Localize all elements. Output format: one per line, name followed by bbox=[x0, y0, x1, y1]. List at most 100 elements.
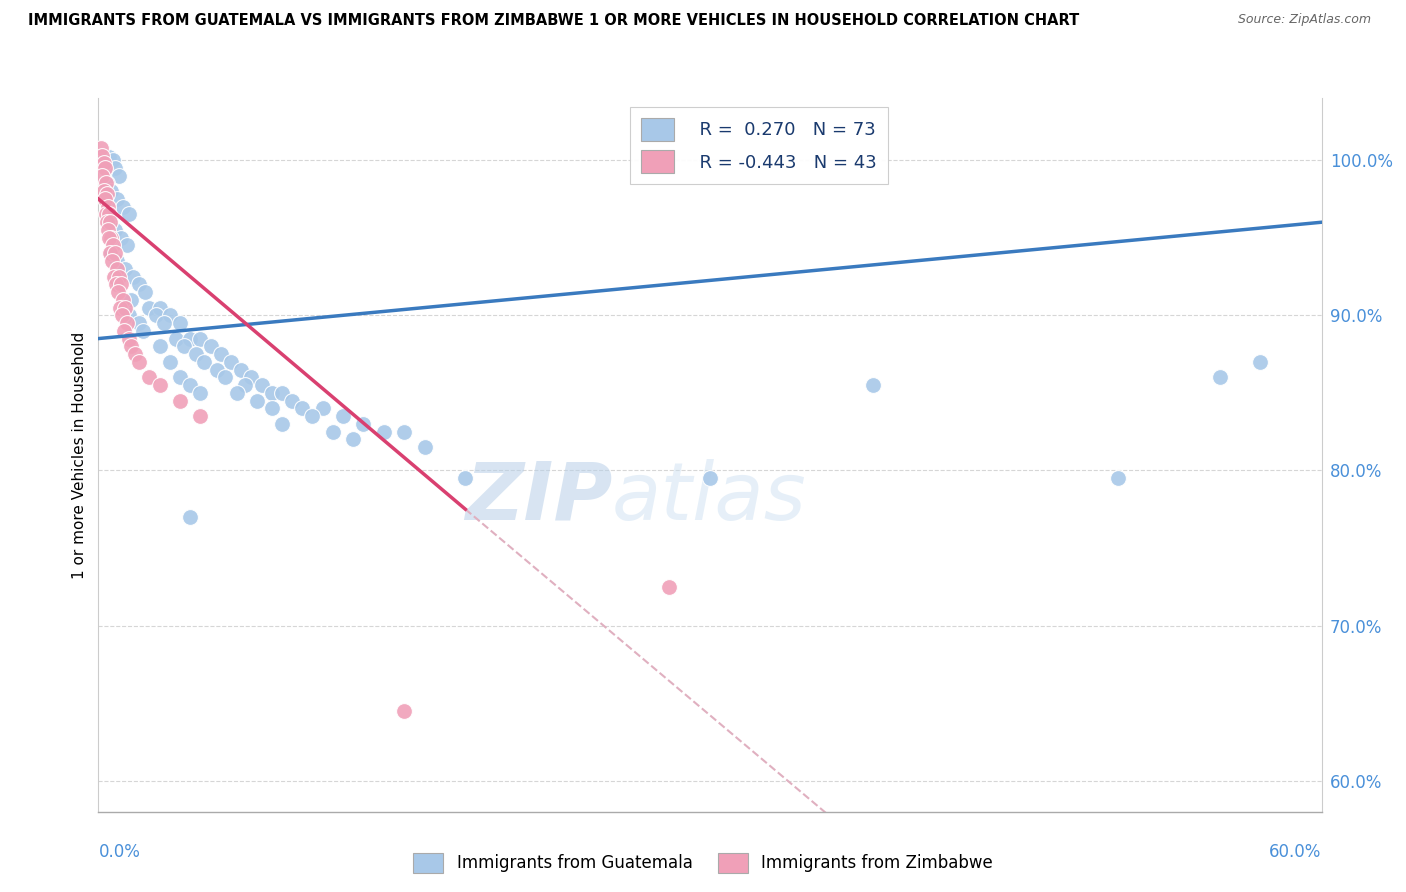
Point bbox=[149, 301, 172, 315]
Point bbox=[392, 704, 416, 718]
Point bbox=[111, 200, 134, 214]
Point bbox=[120, 339, 142, 353]
Point bbox=[392, 425, 416, 439]
Point bbox=[93, 192, 115, 206]
Point bbox=[105, 261, 128, 276]
Point bbox=[98, 246, 121, 260]
Point bbox=[179, 378, 201, 392]
Point bbox=[108, 269, 131, 284]
Point bbox=[104, 161, 127, 175]
Point bbox=[134, 285, 156, 299]
Point bbox=[250, 378, 273, 392]
Point bbox=[94, 207, 117, 221]
Point bbox=[159, 355, 181, 369]
Point bbox=[233, 378, 256, 392]
Point bbox=[281, 393, 304, 408]
Point bbox=[91, 148, 114, 162]
Point bbox=[173, 339, 195, 353]
Point bbox=[373, 425, 395, 439]
Point bbox=[188, 385, 212, 400]
Point bbox=[100, 246, 122, 260]
Point bbox=[246, 393, 269, 408]
Point bbox=[100, 254, 122, 268]
Point bbox=[100, 231, 122, 245]
Text: ZIP: ZIP bbox=[465, 458, 612, 537]
Point bbox=[209, 347, 232, 361]
Point bbox=[111, 293, 134, 307]
Point bbox=[699, 471, 721, 485]
Point bbox=[658, 580, 681, 594]
Point bbox=[118, 207, 141, 221]
Point bbox=[165, 332, 187, 346]
Text: 60.0%: 60.0% bbox=[1270, 843, 1322, 861]
Point bbox=[260, 385, 283, 400]
Legend: Immigrants from Guatemala, Immigrants from Zimbabwe: Immigrants from Guatemala, Immigrants fr… bbox=[406, 847, 1000, 880]
Point bbox=[145, 308, 167, 322]
Point bbox=[169, 393, 191, 408]
Point bbox=[97, 150, 120, 164]
Point bbox=[231, 362, 253, 376]
Point bbox=[104, 246, 127, 260]
Legend:   R =  0.270   N = 73,   R = -0.443   N = 43: R = 0.270 N = 73, R = -0.443 N = 43 bbox=[630, 107, 887, 185]
Point bbox=[128, 277, 150, 292]
Point bbox=[454, 471, 477, 485]
Point bbox=[97, 231, 120, 245]
Point bbox=[122, 269, 145, 284]
Point bbox=[128, 355, 150, 369]
Text: 0.0%: 0.0% bbox=[98, 843, 141, 861]
Point bbox=[118, 332, 141, 346]
Point bbox=[96, 187, 118, 202]
Point bbox=[200, 339, 222, 353]
Point bbox=[124, 347, 146, 361]
Point bbox=[94, 177, 117, 191]
Point bbox=[112, 324, 135, 338]
Point bbox=[100, 184, 122, 198]
Point bbox=[91, 169, 114, 183]
Point bbox=[1107, 471, 1129, 485]
Point bbox=[93, 184, 115, 198]
Point bbox=[159, 308, 181, 322]
Point bbox=[93, 156, 115, 170]
Point bbox=[226, 385, 249, 400]
Point bbox=[352, 417, 374, 431]
Point bbox=[169, 370, 191, 384]
Point bbox=[138, 370, 160, 384]
Point bbox=[132, 324, 155, 338]
Point bbox=[291, 401, 314, 416]
Point bbox=[111, 308, 134, 322]
Y-axis label: 1 or more Vehicles in Household: 1 or more Vehicles in Household bbox=[72, 331, 87, 579]
Point bbox=[149, 339, 172, 353]
Point bbox=[240, 370, 263, 384]
Point bbox=[97, 200, 120, 214]
Point bbox=[179, 510, 201, 524]
Point bbox=[152, 316, 174, 330]
Point bbox=[128, 316, 150, 330]
Point bbox=[101, 238, 124, 252]
Point bbox=[1249, 355, 1271, 369]
Point bbox=[97, 215, 120, 229]
Point bbox=[115, 316, 138, 330]
Point bbox=[193, 355, 215, 369]
Point bbox=[301, 409, 323, 424]
Point bbox=[97, 207, 120, 221]
Point bbox=[104, 277, 127, 292]
Point bbox=[188, 332, 212, 346]
Point bbox=[110, 231, 132, 245]
Point bbox=[312, 401, 335, 416]
Point bbox=[120, 293, 142, 307]
Point bbox=[342, 433, 364, 447]
Point bbox=[332, 409, 354, 424]
Point bbox=[205, 362, 228, 376]
Point bbox=[114, 261, 136, 276]
Point bbox=[104, 223, 127, 237]
Point bbox=[108, 301, 131, 315]
Point bbox=[110, 277, 132, 292]
Point bbox=[96, 215, 118, 229]
Point bbox=[138, 301, 160, 315]
Text: Source: ZipAtlas.com: Source: ZipAtlas.com bbox=[1237, 13, 1371, 27]
Point bbox=[96, 177, 118, 191]
Point bbox=[101, 153, 124, 168]
Point bbox=[97, 223, 120, 237]
Point bbox=[270, 385, 294, 400]
Point bbox=[413, 440, 436, 454]
